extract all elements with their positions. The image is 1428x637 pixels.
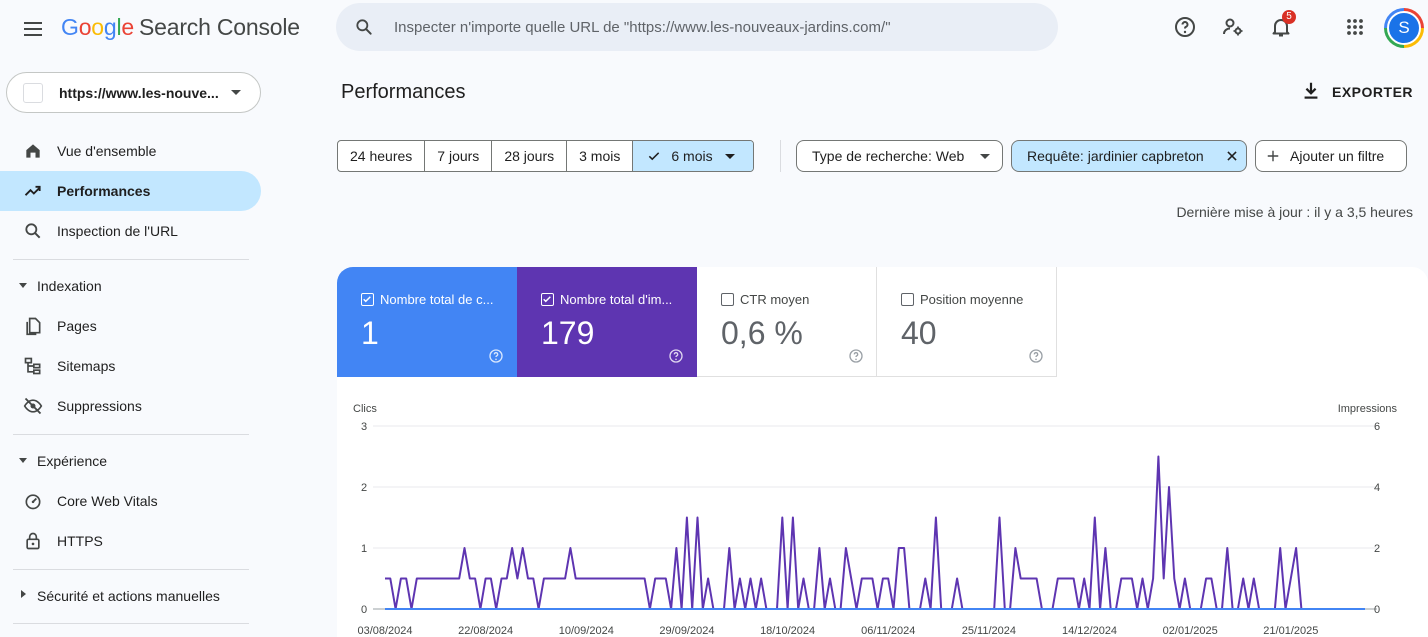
section-security[interactable]: Sécurité et actions manuelles (0, 578, 261, 614)
left-tick-label: 0 (361, 604, 367, 616)
metric-average-position[interactable]: Position moyenne 40 (877, 267, 1057, 377)
right-tick-label: 2 (1374, 543, 1380, 555)
sidebar-item-url-inspection[interactable]: Inspection de l'URL (0, 211, 261, 251)
check-icon (649, 152, 660, 161)
x-tick-label: 25/11/2024 (962, 625, 1016, 637)
property-url: https://www.les-nouve... (59, 85, 219, 101)
sidebar-item-pages[interactable]: Pages (0, 306, 261, 346)
download-icon (1304, 82, 1318, 99)
search-icon (25, 223, 41, 239)
search-type-filter[interactable]: Type de recherche: Web (796, 140, 1003, 172)
site-favicon-icon (23, 83, 43, 103)
sidebar-divider (13, 623, 249, 624)
sidebar-divider (13, 434, 249, 435)
checkbox-checked-icon[interactable] (361, 293, 374, 306)
left-axis-title: Clics (353, 403, 377, 415)
performance-card: Nombre total de c... 1 Nombre total d'im… (337, 267, 1428, 637)
x-tick-label: 21/01/2025 (1263, 625, 1318, 637)
section-indexation[interactable]: Indexation (0, 268, 261, 304)
range-3m-button[interactable]: 3 mois (567, 141, 634, 171)
chevron-down-icon (724, 154, 735, 159)
x-tick-label: 06/11/2024 (861, 625, 915, 637)
checkbox-checked-icon[interactable] (541, 293, 554, 306)
x-tick-label: 10/09/2024 (559, 625, 614, 637)
last-update-text: Dernière mise à jour : il y a 3,5 heures (1176, 204, 1413, 220)
x-tick-label: 18/10/2024 (760, 625, 815, 637)
metric-total-impressions[interactable]: Nombre total d'im... 179 (517, 267, 697, 377)
top-app-bar: Google Search Console Inspecter n'importe… (0, 0, 1428, 56)
caret-down-icon (19, 283, 27, 288)
right-tick-label: 6 (1374, 421, 1380, 433)
chevron-down-icon (980, 154, 990, 159)
sidebar-item-sitemaps[interactable]: Sitemaps (0, 346, 261, 386)
range-6m-button[interactable]: 6 mois (633, 141, 753, 171)
apps-grid-icon[interactable] (1343, 15, 1367, 39)
sitemap-icon (24, 357, 41, 375)
right-tick-label: 0 (1374, 604, 1380, 616)
left-tick-label: 3 (361, 421, 367, 433)
x-tick-label: 22/08/2024 (458, 625, 513, 637)
filter-divider (780, 140, 781, 172)
page-title: Performances (341, 81, 466, 103)
url-inspection-search[interactable]: Inspecter n'importe quelle URL de "https… (336, 3, 1058, 51)
x-tick-label: 29/09/2024 (659, 625, 714, 637)
metric-value: 40 (901, 315, 937, 351)
checkbox-unchecked-icon[interactable] (901, 293, 914, 306)
date-range-selector: 24 heures 7 jours 28 jours 3 mois 6 mois (337, 140, 754, 172)
query-filter-chip[interactable]: Requête: jardinier capbreton (1011, 140, 1247, 172)
help-icon[interactable] (488, 348, 504, 364)
eye-off-icon (23, 397, 43, 415)
sidebar-item-https[interactable]: HTTPS (0, 521, 261, 561)
checkbox-unchecked-icon[interactable] (721, 293, 734, 306)
right-tick-label: 4 (1374, 482, 1380, 494)
trending-up-icon (24, 185, 41, 196)
sidebar-item-overview[interactable]: Vue d'ensemble (0, 131, 261, 171)
menu-icon[interactable] (21, 17, 45, 41)
performance-chart[interactable]: Clics Impressions 0 0 1 2 2 4 3 6 03/08/2024 22/08/… (337, 397, 1428, 637)
add-filter-button[interactable]: Ajouter un filtre (1255, 140, 1407, 172)
left-tick-label: 1 (361, 543, 367, 555)
sidebar-divider (13, 569, 249, 570)
sidebar-item-removals[interactable]: Suppressions (0, 386, 261, 426)
notification-badge: 5 (1282, 10, 1296, 24)
metric-value: 0,6 % (721, 315, 803, 351)
gauge-icon (25, 494, 41, 510)
x-tick-label: 02/01/2025 (1163, 625, 1218, 637)
range-24h-button[interactable]: 24 heures (338, 141, 426, 171)
help-icon[interactable] (848, 348, 864, 364)
help-icon[interactable] (1028, 348, 1044, 364)
sidebar-item-core-web-vitals[interactable]: Core Web Vitals (0, 481, 261, 521)
metric-average-ctr[interactable]: CTR moyen 0,6 % (697, 267, 877, 377)
manage-accounts-icon[interactable] (1221, 15, 1245, 39)
plus-icon (1267, 150, 1279, 162)
sidebar-item-performance[interactable]: Performances (0, 171, 261, 211)
pages-icon (26, 317, 41, 336)
section-experience[interactable]: Expérience (0, 443, 261, 479)
metric-total-clicks[interactable]: Nombre total de c... 1 (337, 267, 517, 377)
range-7d-button[interactable]: 7 jours (425, 141, 493, 171)
chevron-down-icon (231, 90, 241, 95)
impressions-series-line (385, 455, 1365, 610)
google-search-console-logo[interactable]: Google Search Console (61, 14, 300, 40)
search-input[interactable]: Inspecter n'importe quelle URL de "https… (394, 19, 891, 36)
help-icon[interactable] (1173, 15, 1197, 39)
metric-value: 179 (541, 315, 595, 351)
app-name: Search Console (139, 14, 300, 40)
left-tick-label: 2 (361, 482, 367, 494)
metric-value: 1 (361, 315, 379, 351)
close-icon[interactable] (1225, 149, 1239, 163)
caret-down-icon (19, 458, 27, 463)
x-tick-label: 14/12/2024 (1062, 625, 1117, 637)
x-tick-label: 03/08/2024 (357, 625, 412, 637)
help-icon[interactable] (668, 348, 684, 364)
search-icon (356, 19, 372, 35)
property-selector[interactable]: https://www.les-nouve... (6, 72, 261, 113)
right-axis-title: Impressions (1338, 403, 1398, 415)
range-28d-button[interactable]: 28 jours (492, 141, 568, 171)
caret-right-icon (21, 590, 26, 598)
home-icon (26, 144, 40, 158)
sidebar-divider (13, 259, 249, 260)
account-avatar[interactable]: S (1384, 8, 1424, 48)
lock-icon (26, 532, 40, 550)
